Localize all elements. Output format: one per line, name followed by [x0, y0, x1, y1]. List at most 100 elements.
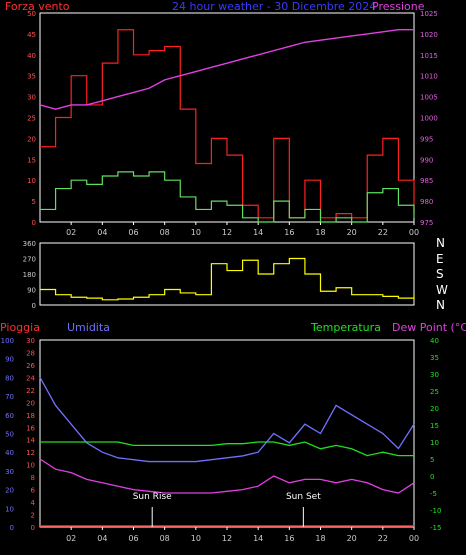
humidity-xtick-label: 02 — [66, 534, 76, 543]
direction-letter: N — [436, 236, 445, 250]
pressure-label: Pressione — [372, 0, 425, 13]
humidity-ytick-label: 10 — [5, 505, 14, 513]
chart-title: 24 hour weather - 30 Dicembre 2024 — [172, 0, 377, 13]
humidity-xtick-label: 00 — [409, 534, 419, 543]
wind-xtick-label: 12 — [222, 228, 232, 237]
wind-ytick-label: 5 — [32, 198, 36, 206]
humidity-xtick-label: 04 — [97, 534, 107, 543]
temperature-ytick-label: 30 — [430, 371, 439, 379]
rain-ytick-label: 8 — [31, 474, 35, 482]
rain-ytick-label: 14 — [26, 437, 35, 445]
pressure-ytick-label: 985 — [420, 177, 433, 185]
wind-xtick-label: 08 — [160, 228, 170, 237]
wind-ytick-label: 20 — [27, 135, 36, 143]
wind-speed-label: Forza vento — [5, 0, 70, 13]
temperature-ytick-label: 0 — [430, 473, 434, 481]
pressure-series — [39, 29, 414, 110]
humidity-ytick-label: 50 — [5, 431, 14, 439]
humidity-ytick-label: 80 — [5, 374, 14, 382]
wind-ytick-label: 0 — [32, 219, 36, 227]
direction-letter: E — [436, 251, 444, 266]
pressure-ytick-label: 1015 — [420, 52, 438, 60]
pressure-ytick-label: 1005 — [420, 94, 438, 102]
dew-point-series — [39, 458, 415, 494]
temperature-ytick-label: 5 — [430, 456, 434, 464]
pressure-ytick-label: 980 — [420, 198, 433, 206]
rain-ytick-label: 24 — [26, 374, 35, 382]
rain-ytick-label: 16 — [26, 424, 35, 432]
pressure-ytick-label: 1010 — [420, 73, 438, 81]
rain-ytick-label: 4 — [31, 499, 36, 507]
direction-letter: S — [436, 267, 444, 281]
pressure-ytick-label: 1000 — [420, 115, 438, 123]
temperature-label: Temperatura — [311, 321, 381, 334]
humidity-ytick-label: 40 — [5, 449, 14, 457]
temperature-ytick-label: 10 — [430, 439, 439, 447]
wind-xtick-label: 10 — [191, 228, 201, 237]
direction-ytick-label: 0 — [32, 302, 36, 310]
humidity-xtick-label: 14 — [253, 534, 263, 543]
rain-ytick-label: 12 — [26, 449, 35, 457]
humidity-xtick-label: 08 — [160, 534, 170, 543]
wind-average-series — [40, 171, 415, 223]
direction-ytick-label: 360 — [23, 240, 36, 248]
humidity-xtick-label: 22 — [378, 534, 388, 543]
rain-label: Pioggia — [0, 321, 40, 334]
direction-panel-frame — [39, 242, 415, 306]
temperature-ytick-label: -5 — [430, 490, 437, 498]
humidity-xtick-label: 16 — [284, 534, 294, 543]
wind-ytick-label: 35 — [27, 73, 36, 81]
humidity-xtick-label: 06 — [128, 534, 138, 543]
wind-ytick-label: 25 — [27, 115, 36, 123]
humidity-xtick-label: 18 — [315, 534, 325, 543]
wind-ytick-label: 10 — [27, 177, 36, 185]
direction-letter: W — [436, 282, 448, 297]
sunset-marker-label: Sun Set — [286, 492, 321, 502]
wind-direction-series — [40, 257, 415, 301]
wind-xtick-label: 00 — [409, 228, 419, 237]
sunrise-marker-label: Sun Rise — [133, 492, 172, 502]
rain-ytick-label: 28 — [26, 349, 35, 357]
wind-xtick-label: 22 — [378, 228, 388, 237]
wind-ytick-label: 50 — [27, 10, 36, 18]
direction-ytick-label: 90 — [27, 287, 36, 295]
wind-xtick-label: 02 — [66, 228, 76, 237]
rain-ytick-label: 0 — [31, 524, 35, 532]
rain-ytick-label: 20 — [26, 399, 35, 407]
pressure-ytick-label: 990 — [420, 156, 433, 164]
rain-ytick-label: 18 — [26, 412, 35, 420]
wind-ytick-label: 15 — [27, 156, 36, 164]
direction-ytick-label: 270 — [23, 256, 36, 264]
humidity-series — [39, 377, 415, 463]
temperature-ytick-label: 20 — [430, 405, 439, 413]
humidity-ytick-label: 90 — [5, 356, 14, 364]
humidity-ytick-label: 20 — [5, 487, 14, 495]
humidity-ytick-label: 60 — [5, 412, 14, 420]
wind-xtick-label: 16 — [284, 228, 294, 237]
wind-gust-series — [40, 29, 415, 219]
pressure-ytick-label: 1020 — [420, 31, 438, 39]
wind-ytick-label: 45 — [27, 31, 36, 39]
rain-ytick-label: 6 — [31, 487, 36, 495]
rain-ytick-label: 10 — [26, 462, 35, 470]
temperature-series — [40, 441, 414, 457]
wind-ytick-label: 30 — [27, 94, 36, 102]
temperature-ytick-label: 35 — [430, 354, 439, 362]
rain-ytick-label: 22 — [26, 387, 35, 395]
humidity-xtick-label: 12 — [222, 534, 232, 543]
dew-point-label: Dew Point (°C) — [392, 321, 466, 334]
pressure-ytick-label: 1025 — [420, 10, 438, 18]
direction-ytick-label: 180 — [23, 271, 36, 279]
temperature-ytick-label: -15 — [430, 524, 441, 532]
humidity-ytick-label: 0 — [10, 524, 14, 532]
wind-xtick-label: 06 — [128, 228, 138, 237]
rain-ytick-label: 26 — [26, 362, 35, 370]
pressure-ytick-label: 975 — [420, 219, 433, 227]
pressure-ytick-label: 995 — [420, 135, 433, 143]
wind-xtick-label: 04 — [97, 228, 107, 237]
temperature-ytick-label: -10 — [430, 507, 441, 515]
wind-xtick-label: 20 — [347, 228, 357, 237]
rain-ytick-label: 2 — [31, 512, 35, 520]
humidity-panel-frame — [39, 339, 415, 528]
